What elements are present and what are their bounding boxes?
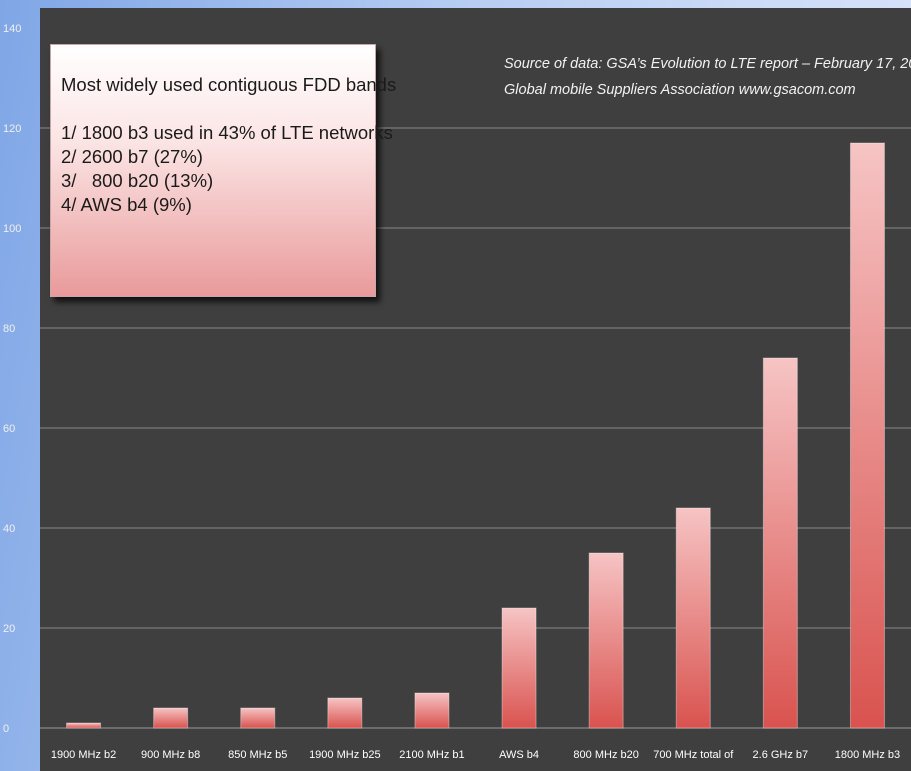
y-tick-label: 60	[3, 423, 15, 435]
x-category-label: 900 MHz b8	[141, 749, 200, 761]
bar-8	[762, 357, 798, 729]
bar-0	[66, 722, 102, 729]
bar-2	[240, 707, 276, 729]
x-axis-category-labels: 1900 MHz b2 900 MHz b8 850 MHz b5 1900 MHz …	[51, 749, 900, 761]
bar-3	[327, 697, 363, 729]
y-tick-label: 0	[3, 723, 9, 735]
source-note-line-1: Source of data: GSA’s Evolution to LTE r…	[504, 56, 911, 72]
x-category-label: 850 MHz b5	[228, 749, 287, 761]
y-tick-label: 120	[3, 123, 21, 135]
x-category-label: 1900 MHz b2	[51, 749, 116, 761]
y-tick-label: 140	[3, 23, 21, 35]
info-box-title: Most widely used contiguous FDD bands	[61, 74, 397, 95]
bar-9	[849, 142, 885, 729]
x-category-label: AWS b4	[499, 749, 539, 761]
x-category-label: 800 MHz b20	[573, 749, 638, 761]
x-category-label: 2.6 GHz b7	[753, 749, 809, 761]
y-tick-label: 80	[3, 323, 15, 335]
y-tick-label: 100	[3, 223, 21, 235]
x-category-label: 700 MHz total of	[653, 749, 734, 761]
info-box: Most widely used contiguous FDD bands 1/…	[50, 44, 397, 297]
bar-5	[501, 607, 537, 729]
source-note-line-2: Global mobile Suppliers Association www.…	[504, 82, 856, 98]
bars	[66, 142, 885, 729]
bar-6	[588, 552, 624, 729]
info-box-line-4: 4/ AWS b4 (9%)	[61, 194, 192, 215]
bar-7	[675, 507, 711, 729]
x-category-label: 1800 MHz b3	[835, 749, 900, 761]
info-box-line-3: 3/ 800 b20 (13%)	[61, 170, 214, 191]
bar-1	[153, 707, 189, 729]
info-box-line-2: 2/ 2600 b7 (27%)	[61, 146, 203, 167]
y-axis-tick-labels: 0 20 40 60 80 100 120 140	[3, 23, 21, 735]
info-box-line-1: 1/ 1800 b3 used in 43% of LTE networks	[61, 122, 393, 143]
y-tick-label: 40	[3, 523, 15, 535]
bar-4	[414, 692, 450, 729]
x-category-label: 2100 MHz b1	[399, 749, 464, 761]
y-tick-label: 20	[3, 623, 15, 635]
x-category-label: 1900 MHz b25	[309, 749, 381, 761]
